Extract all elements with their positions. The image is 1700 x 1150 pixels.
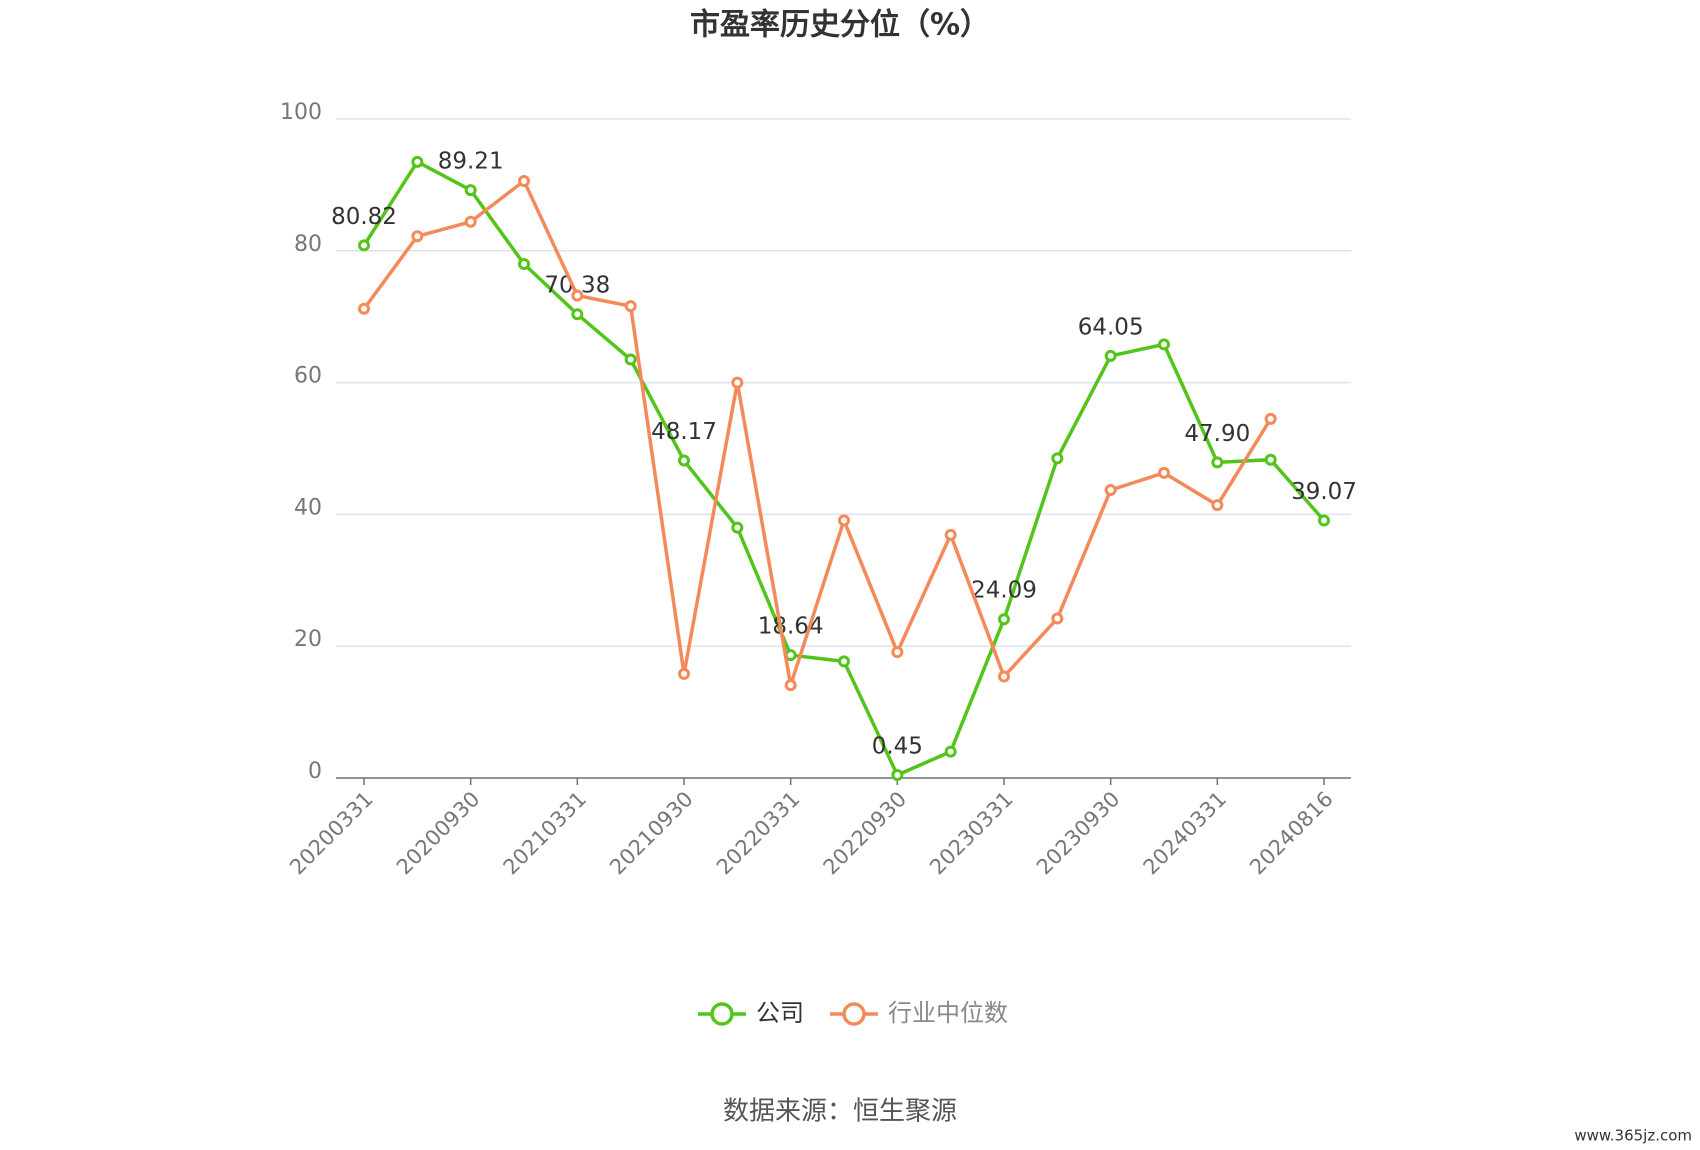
x-tick-label: 20240331 [1139, 787, 1232, 880]
point [571, 289, 584, 302]
y-tick-label: 20 [294, 627, 322, 652]
point [1051, 452, 1064, 465]
point [358, 302, 370, 315]
point [838, 514, 850, 527]
y-tick-label: 40 [294, 495, 322, 520]
point [998, 670, 1010, 683]
data-label: 0.45 [872, 734, 923, 760]
point [1158, 338, 1170, 351]
data-label: 48.17 [651, 419, 717, 445]
point [624, 353, 637, 366]
data-label: 64.05 [1078, 314, 1144, 340]
point [731, 376, 744, 389]
point [1211, 499, 1224, 512]
point [1104, 349, 1117, 362]
point [1104, 484, 1117, 497]
point [411, 155, 424, 168]
point [358, 239, 370, 252]
y-tick-label: 100 [280, 100, 322, 125]
legend-marker [710, 1002, 734, 1026]
point [678, 667, 690, 680]
point [998, 613, 1010, 626]
data-label: 47.90 [1184, 421, 1250, 447]
point [1158, 466, 1170, 479]
source: 数据来源：恒生聚源 [723, 1097, 957, 1127]
data-label: 39.07 [1291, 479, 1357, 505]
x-tick-label: 20230331 [925, 787, 1018, 880]
legend-marker [842, 1002, 866, 1026]
point [1264, 453, 1277, 466]
point [1211, 456, 1224, 469]
data-label: 24.09 [971, 578, 1037, 604]
watermark: www.365jz.com [1574, 1127, 1692, 1145]
point [731, 521, 744, 534]
point [838, 655, 850, 668]
legend-label: 公司 [756, 999, 804, 1027]
y-tick-label: 0 [308, 759, 322, 784]
point [464, 184, 477, 197]
legend-label: 行业中位数 [888, 999, 1008, 1027]
data-label: 89.21 [438, 149, 504, 175]
point [1051, 612, 1064, 625]
x-tick-label: 20200930 [392, 787, 485, 880]
y-tick-label: 80 [294, 232, 322, 257]
point [891, 769, 904, 782]
x-tick-label: 20220930 [819, 787, 912, 880]
point [784, 679, 797, 692]
point [518, 174, 530, 187]
x-tick-label: 20230930 [1032, 787, 1125, 880]
chart-title: 市盈率历史分位（%） [690, 8, 990, 43]
point [1318, 514, 1330, 527]
point [891, 646, 904, 659]
x-tick-label: 20210930 [605, 787, 698, 880]
x-tick-label: 20220331 [712, 787, 805, 880]
point [624, 300, 637, 313]
x-tick-label: 20210331 [499, 787, 592, 880]
series-line [362, 178, 1273, 686]
point [518, 257, 530, 270]
point [571, 308, 584, 321]
point [1264, 412, 1277, 425]
point [944, 528, 957, 541]
y-tick-label: 60 [294, 364, 322, 389]
series-line [362, 159, 1326, 778]
x-tick-label: 20200331 [285, 787, 378, 880]
point [411, 230, 424, 243]
data-label: 80.82 [331, 204, 397, 230]
point [464, 215, 477, 228]
point [678, 454, 690, 467]
point [944, 745, 957, 758]
x-tick-label: 20240816 [1245, 787, 1338, 880]
